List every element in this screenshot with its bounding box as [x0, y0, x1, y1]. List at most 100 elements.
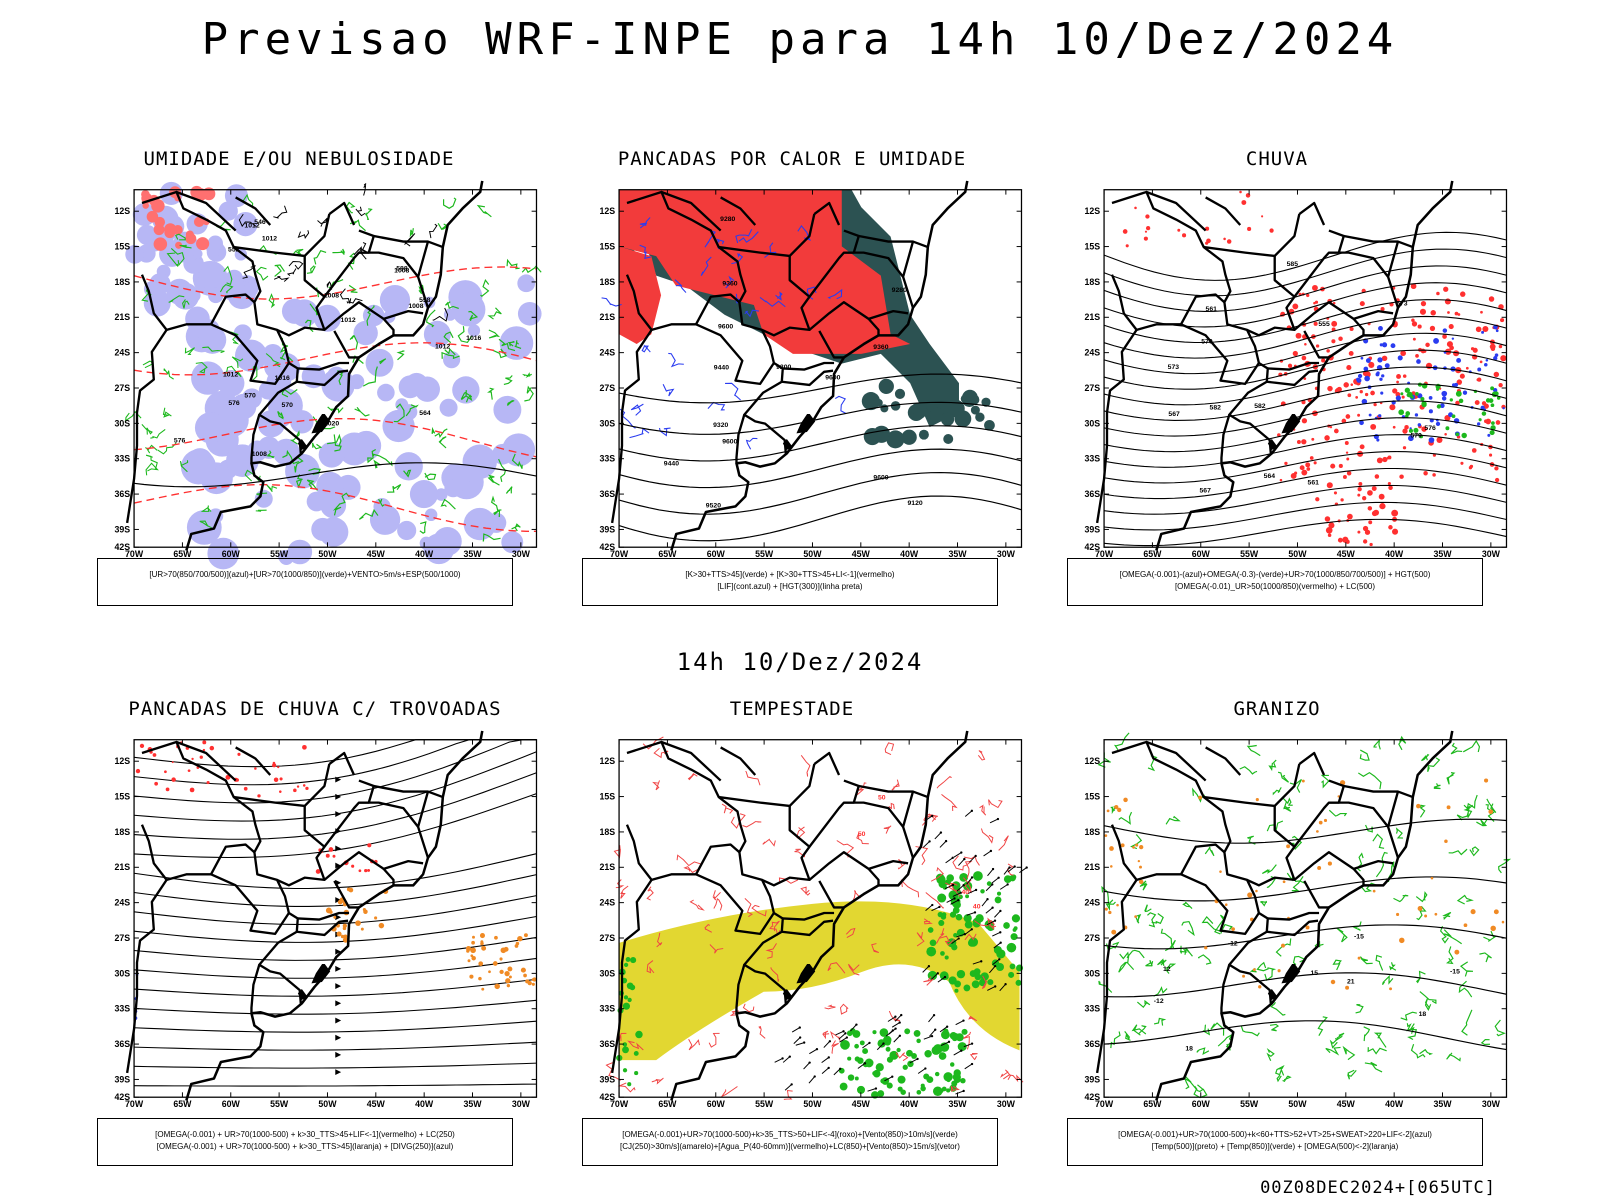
storm-area: [479, 933, 486, 939]
wind-vector: [850, 1024, 857, 1032]
country-border: [1266, 919, 1319, 937]
vector-head: [960, 851, 963, 854]
rain-area: [1415, 392, 1419, 396]
rain-area: [1382, 456, 1388, 463]
rain-area: [1357, 493, 1361, 497]
rain-area: [1428, 437, 1435, 443]
wind-area: [897, 1075, 906, 1084]
vector-head: [863, 1062, 867, 1065]
humidity-shading: [241, 388, 262, 409]
vector-head: [934, 1028, 937, 1031]
rain-area: [1480, 310, 1483, 314]
country-border: [782, 361, 835, 371]
humidity-contour: [202, 346, 225, 354]
rain-area: [1287, 363, 1293, 368]
country-border: [720, 746, 757, 776]
humidity-shading: [467, 324, 481, 337]
temperature-850-contour: [1182, 901, 1193, 910]
humidity-contour: [268, 293, 276, 309]
wind-area: [936, 875, 946, 885]
lat-label: 36S: [600, 1039, 616, 1049]
temperature-850-contour: [1395, 827, 1403, 839]
country-border: [813, 201, 841, 226]
contour-label: 570: [244, 392, 256, 399]
vector-head: [828, 1040, 832, 1043]
country-border: [1095, 824, 1138, 1074]
wind-area: [1015, 979, 1022, 986]
rain-area: [1330, 463, 1336, 469]
omega-area: [1446, 805, 1451, 810]
map-frame: [618, 189, 1023, 548]
height-contour: [1103, 315, 1507, 359]
country-border: [1203, 213, 1301, 258]
wind-area: [854, 1043, 859, 1049]
rain-area: [1420, 300, 1427, 307]
vector-head: [999, 941, 1002, 944]
precipitable-water-contour: [930, 866, 945, 882]
lifted-index-contour: [775, 291, 783, 301]
omega-area: [1282, 880, 1286, 884]
humidity-contour: [367, 449, 377, 464]
rain-area: [1277, 433, 1281, 437]
vector-head: [947, 1040, 951, 1043]
rain-area: [1292, 303, 1299, 310]
rain-area: [1478, 418, 1482, 422]
rain-area: [1428, 396, 1433, 400]
rain-area: [1432, 473, 1436, 477]
humidity-shading: [349, 374, 365, 390]
precipitable-water-contour: [1003, 1074, 1024, 1083]
humidity-contour: [387, 484, 402, 493]
wind-vector: [934, 832, 942, 840]
rain-area: [1451, 414, 1456, 419]
humidity-contour: [490, 495, 502, 511]
rain-area: [1441, 396, 1447, 401]
panel-title: PANCADAS DE CHUVA C/ TROVOADAS: [128, 698, 502, 720]
rain-area: [1390, 343, 1396, 349]
precipitable-water-contour: [979, 804, 987, 816]
temperature-850-contour: [1416, 970, 1426, 984]
humidity-shading: [463, 507, 497, 541]
lat-label: 24S: [600, 348, 616, 358]
rain-area: [1396, 374, 1401, 379]
humidity-contour: [396, 350, 405, 361]
vector-head: [813, 1075, 816, 1078]
country-border: [1267, 911, 1320, 921]
temperature-850-contour: [1270, 1001, 1286, 1016]
rain-area: [1357, 487, 1362, 492]
temperature-850-contour: [1355, 1004, 1364, 1014]
storm-area: [337, 899, 343, 905]
vector-head: [930, 1034, 934, 1038]
precipitable-water-contour: [765, 943, 777, 959]
humidity-contour: [511, 453, 523, 469]
temperature-850-contour: [1373, 738, 1381, 750]
wind-area: [862, 1048, 869, 1055]
pressure-contour: [286, 268, 297, 276]
country-border: [761, 805, 811, 887]
lat-label: 12S: [115, 206, 131, 216]
rain-area: [1476, 378, 1480, 382]
streamline-arrow: [335, 965, 342, 972]
panel-granizo: GRANIZO -12 -15 -12 -15 12 18 18 21 15 12S 15S 18S 2…: [1067, 698, 1567, 1178]
humidity-contour: [498, 458, 507, 482]
humidity-shading: [397, 520, 417, 541]
wind-area: [973, 871, 983, 881]
vector-head: [959, 891, 963, 894]
contour-label: 561: [1206, 306, 1218, 313]
vector-head: [1025, 866, 1028, 869]
country-border: [250, 414, 261, 464]
instability-spot: [984, 419, 995, 431]
rain-area: [1433, 337, 1439, 344]
humidity-shading: [353, 320, 378, 346]
humidity-shading: [266, 369, 292, 395]
storm-area: [481, 987, 485, 991]
omega-area: [1330, 979, 1336, 985]
vector-head: [991, 906, 994, 909]
run-info: 00Z08DEC2024+[065UTC]: [1260, 1178, 1496, 1198]
vector-head: [974, 854, 977, 858]
wind-area: [927, 927, 934, 933]
map-frame: [618, 739, 1023, 1098]
humidity-shading: [409, 480, 439, 509]
vector-head: [839, 1067, 842, 1070]
precipitable-water-contour: [620, 885, 629, 899]
temperature-850-contour: [1131, 1024, 1147, 1036]
